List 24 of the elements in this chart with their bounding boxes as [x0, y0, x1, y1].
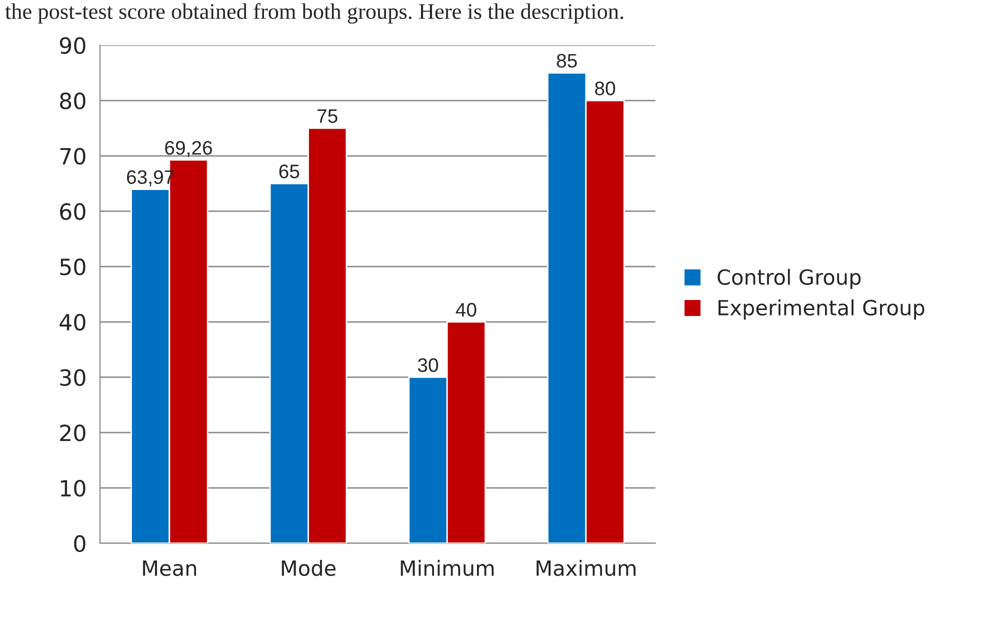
y-tick-label: 90 [60, 37, 86, 54]
y-tick-label: 20 [60, 424, 86, 442]
data-label: 65 [279, 164, 300, 178]
y-tick-label: 70 [60, 148, 86, 165]
data-label: 85 [556, 54, 577, 68]
data-label: 30 [418, 358, 438, 372]
x-tick-label: Minimum [400, 560, 494, 576]
y-tick-label: 10 [60, 480, 86, 497]
legend-label: Experimental Group [718, 299, 924, 320]
y-tick-label: 80 [60, 92, 86, 110]
x-tick-label: Mean [143, 560, 196, 576]
y-tick-label: 50 [60, 258, 86, 276]
x-tick-label: Maximum [536, 560, 636, 576]
data-label: 40 [456, 302, 476, 317]
text: the post-test score obtained from both groups. Here is the description. [5, 3, 624, 24]
y-tick-label: 60 [60, 203, 86, 220]
data-label: 69,26 [165, 140, 212, 158]
x-tick-label: Mode [282, 560, 336, 576]
y-tick-label: 40 [60, 314, 86, 331]
data-label: 80 [595, 82, 616, 96]
data-label: 75 [318, 109, 338, 123]
y-tick-label: 30 [60, 369, 86, 386]
y-tick-label: 0 [74, 535, 86, 552]
legend-label: Control Group [718, 268, 861, 290]
